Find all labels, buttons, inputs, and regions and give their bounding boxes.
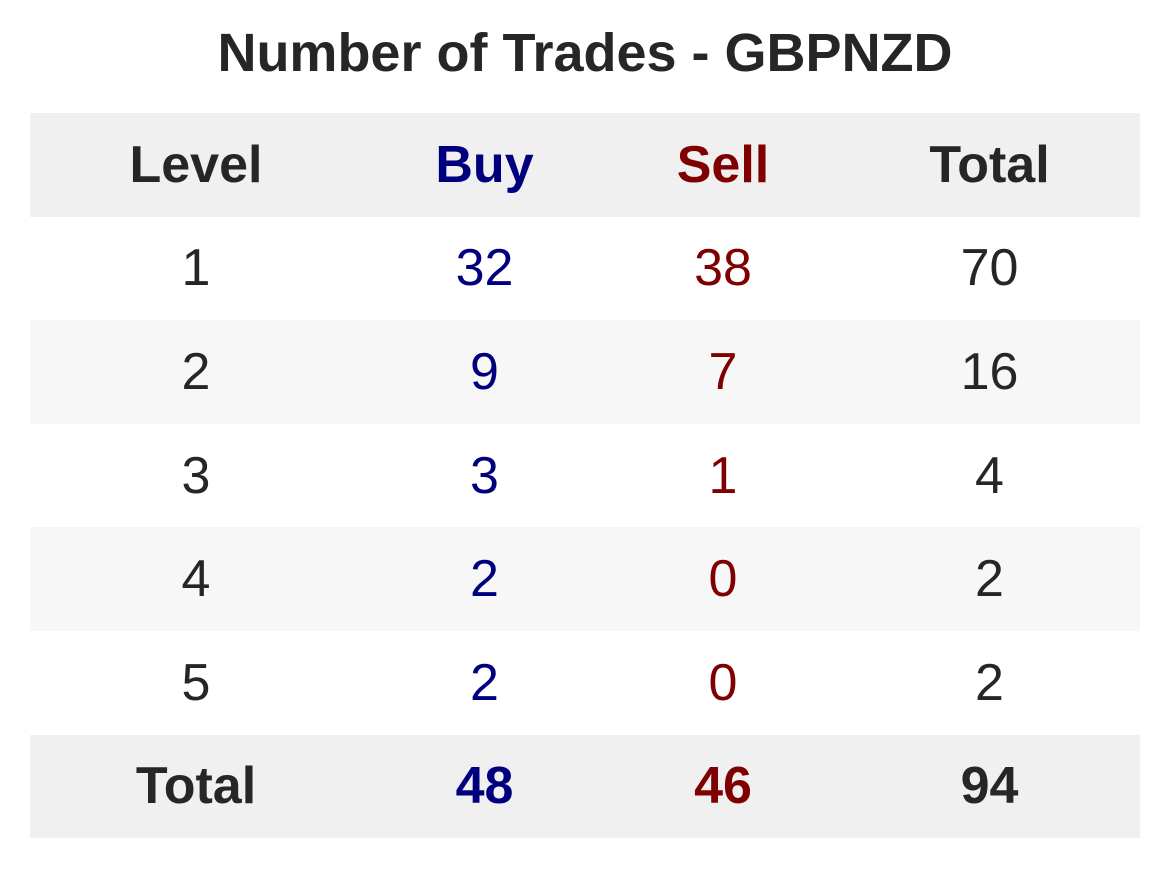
- totals-row: Total 48 46 94: [30, 734, 1140, 839]
- cell-total: 4: [839, 423, 1140, 528]
- cell-level: 3: [30, 423, 362, 528]
- cell-sell: 1: [607, 423, 839, 528]
- totals-buy: 48: [362, 734, 607, 839]
- cell-level: 5: [30, 630, 362, 735]
- cell-level: 2: [30, 320, 362, 424]
- header-row: Level Buy Sell Total: [30, 113, 1140, 217]
- table-row: 2 9 7 16: [30, 320, 1140, 424]
- cell-total: 70: [839, 216, 1140, 321]
- cell-level: 1: [30, 216, 362, 321]
- cell-total: 16: [839, 320, 1140, 424]
- cell-sell: 7: [607, 320, 839, 424]
- table-row: 4 2 0 2: [30, 527, 1140, 631]
- cell-total: 2: [839, 527, 1140, 631]
- totals-total: 94: [839, 734, 1140, 839]
- table-row: 1 32 38 70: [30, 216, 1140, 321]
- cell-buy: 9: [362, 320, 607, 424]
- cell-buy: 32: [362, 216, 607, 321]
- trades-table: Level Buy Sell Total 1 32 38 70 2 9 7 16…: [30, 113, 1140, 839]
- table-row: 5 2 0 2: [30, 630, 1140, 735]
- table-row: 3 3 1 4: [30, 423, 1140, 528]
- cell-sell: 0: [607, 630, 839, 735]
- cell-total: 2: [839, 630, 1140, 735]
- totals-sell: 46: [607, 734, 839, 839]
- cell-level: 4: [30, 527, 362, 631]
- totals-label: Total: [30, 734, 362, 839]
- cell-buy: 2: [362, 527, 607, 631]
- cell-sell: 0: [607, 527, 839, 631]
- cell-buy: 2: [362, 630, 607, 735]
- header-buy: Buy: [362, 113, 607, 217]
- header-sell: Sell: [607, 113, 839, 217]
- cell-sell: 38: [607, 216, 839, 321]
- header-level: Level: [30, 113, 362, 217]
- cell-buy: 3: [362, 423, 607, 528]
- header-total: Total: [839, 113, 1140, 217]
- table-title: Number of Trades - GBPNZD: [217, 23, 953, 83]
